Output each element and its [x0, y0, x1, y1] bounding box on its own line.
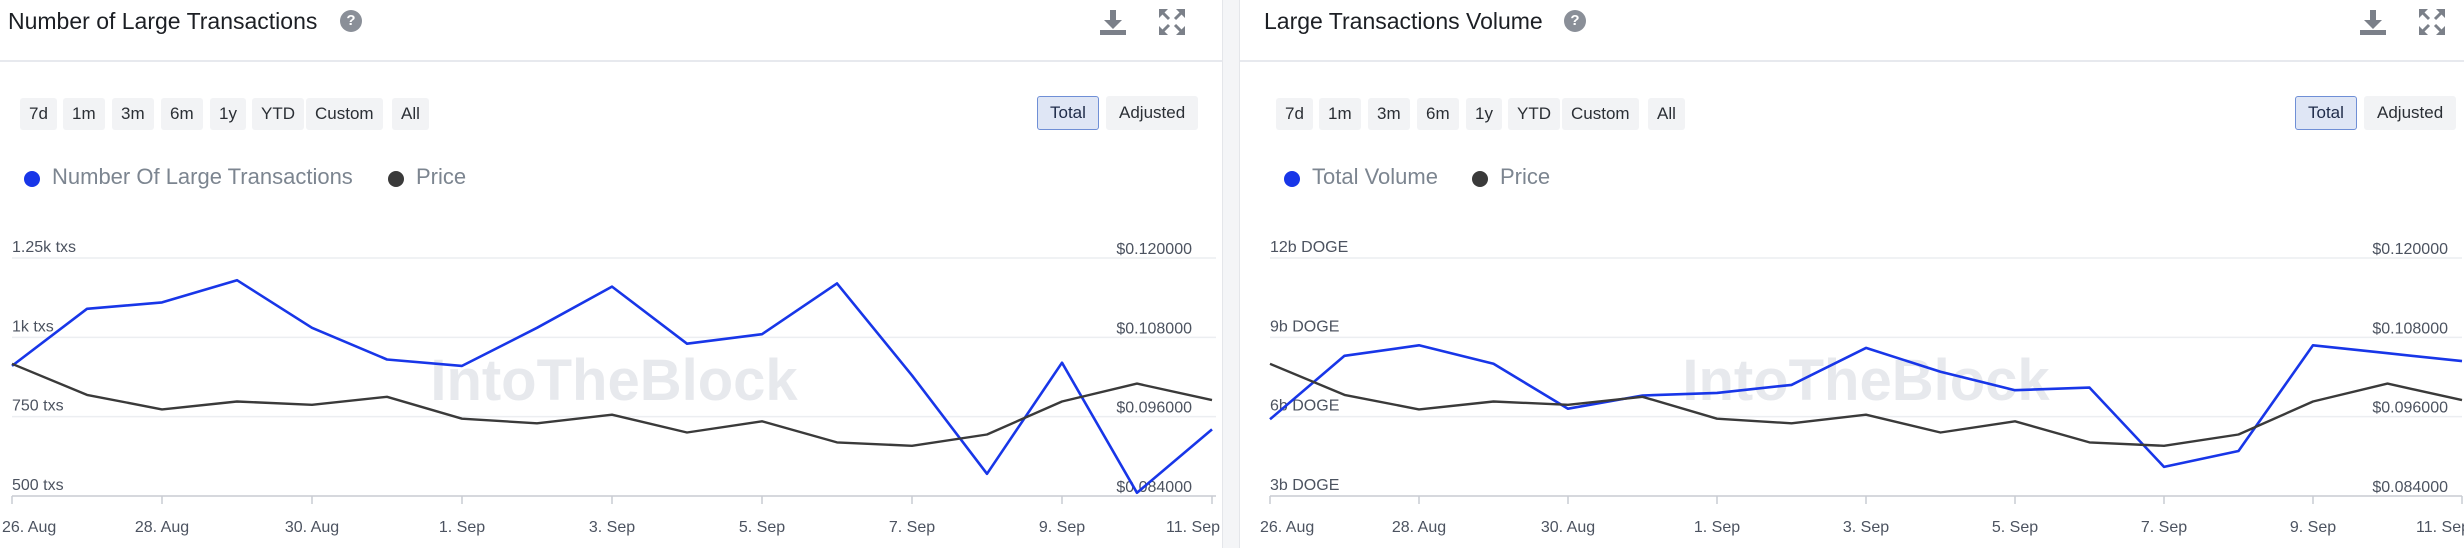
legend-label: Price: [1500, 164, 1551, 189]
range-all-button[interactable]: All: [392, 98, 429, 130]
range-3m-button[interactable]: 3m: [1368, 98, 1410, 130]
series-line-price: [11, 362, 1213, 447]
x-tick-label: 11. Sep: [1166, 519, 1220, 536]
y-left-tick-label: 6b DOGE: [1270, 398, 1339, 415]
x-tick-label: 7. Sep: [889, 519, 935, 536]
series-line-price: [1269, 362, 2463, 447]
help-icon[interactable]: ?: [1564, 10, 1586, 32]
download-icon[interactable]: [2357, 6, 2389, 38]
panel-header: Number of Large Transactions ?: [0, 0, 1222, 62]
x-tick-label: 7. Sep: [2141, 519, 2187, 536]
total-toggle-button[interactable]: Total: [2295, 96, 2357, 130]
panel-large-transactions-count: Number of Large Transactions ? 7d 1m 3m …: [0, 0, 1222, 548]
y-right-tick-label: $0.096000: [2372, 400, 2448, 417]
y-left-tick-label: 1.25k txs: [12, 239, 76, 256]
x-tick-label: 9. Sep: [2290, 519, 2336, 536]
panel-title: Large Transactions Volume: [1264, 8, 1543, 34]
legend-label: Number Of Large Transactions: [52, 164, 353, 189]
legend-label: Price: [416, 164, 467, 189]
y-left-tick-label: 3b DOGE: [1270, 477, 1339, 494]
download-icon[interactable]: [1097, 6, 1129, 38]
x-tick-label: 30. Aug: [285, 519, 339, 536]
fullscreen-icon[interactable]: [2416, 6, 2448, 38]
x-tick-label: 3. Sep: [589, 519, 635, 536]
y-right-tick-label: $0.108000: [1116, 320, 1192, 337]
y-left-tick-label: 750 txs: [12, 398, 64, 415]
x-tick-label: 5. Sep: [739, 519, 785, 536]
panel-title: Number of Large Transactions: [8, 8, 318, 34]
x-tick-label: 1. Sep: [1694, 519, 1740, 536]
range-3m-button[interactable]: 3m: [112, 98, 154, 130]
x-tick-label: 11. Sep: [2416, 519, 2464, 536]
panel-header: Large Transactions Volume ?: [1240, 0, 2464, 62]
series-line-primary: [11, 278, 1213, 495]
line-chart-large-transactions: IntoTheBlock 500 txs 750 txs 1k txs 1.25k tx…: [2, 239, 1220, 536]
range-7d-button[interactable]: 7d: [1276, 98, 1313, 130]
y-right-tick-label: $0.084000: [2372, 479, 2448, 496]
range-6m-button[interactable]: 6m: [1417, 98, 1459, 130]
y-left-tick-label: 9b DOGE: [1270, 318, 1339, 335]
x-tick-label: 28. Aug: [1392, 519, 1446, 536]
x-tick-label: 26. Aug: [2, 519, 56, 536]
fullscreen-icon[interactable]: [1156, 6, 1188, 38]
y-right-tick-label: $0.084000: [1116, 479, 1192, 496]
legend-dot: [388, 171, 404, 187]
range-7d-button[interactable]: 7d: [20, 98, 57, 130]
legend-dot: [1472, 171, 1488, 187]
x-tick-label: 5. Sep: [1992, 519, 2038, 536]
range-6m-button[interactable]: 6m: [161, 98, 203, 130]
watermark-text: IntoTheBlock: [430, 348, 798, 413]
y-right-tick-label: $0.096000: [1116, 400, 1192, 417]
x-tick-label: 30. Aug: [1541, 519, 1595, 536]
watermark-text: IntoTheBlock: [1682, 348, 2050, 413]
legend-dot: [1284, 171, 1300, 187]
adjusted-toggle-button[interactable]: Adjusted: [2364, 96, 2457, 130]
range-custom-button[interactable]: Custom: [1562, 98, 1639, 130]
range-custom-button[interactable]: Custom: [306, 98, 383, 130]
x-tick-label: 3. Sep: [1843, 519, 1889, 536]
y-left-tick-label: 500 txs: [12, 477, 64, 494]
panel-divider: [1222, 0, 1240, 548]
range-1y-button[interactable]: 1y: [1466, 98, 1502, 130]
legend-dot: [24, 171, 40, 187]
legend-label: Total Volume: [1312, 164, 1438, 189]
y-left-tick-label: 1k txs: [12, 318, 54, 335]
y-right-tick-label: $0.120000: [1116, 241, 1192, 258]
panel-large-transactions-volume: Large Transactions Volume ? 7d 1m 3m 6m …: [1240, 0, 2464, 548]
y-right-tick-label: $0.108000: [2372, 320, 2448, 337]
range-1m-button[interactable]: 1m: [1319, 98, 1361, 130]
range-1m-button[interactable]: 1m: [63, 98, 105, 130]
total-toggle-button[interactable]: Total: [1037, 96, 1099, 130]
range-1y-button[interactable]: 1y: [210, 98, 246, 130]
range-ytd-button[interactable]: YTD: [252, 98, 304, 130]
x-tick-label: 1. Sep: [439, 519, 485, 536]
line-chart-large-transactions-volume: IntoTheBlock 3b DOGE 6b DOGE 9b DOGE 12b DOG…: [1260, 239, 2464, 536]
x-tick-label: 26. Aug: [1260, 519, 1314, 536]
x-tick-label: 28. Aug: [135, 519, 189, 536]
x-tick-label: 9. Sep: [1039, 519, 1085, 536]
help-icon[interactable]: ?: [340, 10, 362, 32]
range-ytd-button[interactable]: YTD: [1508, 98, 1560, 130]
range-all-button[interactable]: All: [1648, 98, 1685, 130]
series-line-primary: [1269, 343, 2463, 469]
y-right-tick-label: $0.120000: [2372, 241, 2448, 258]
adjusted-toggle-button[interactable]: Adjusted: [1106, 96, 1199, 130]
y-left-tick-label: 12b DOGE: [1270, 239, 1348, 256]
